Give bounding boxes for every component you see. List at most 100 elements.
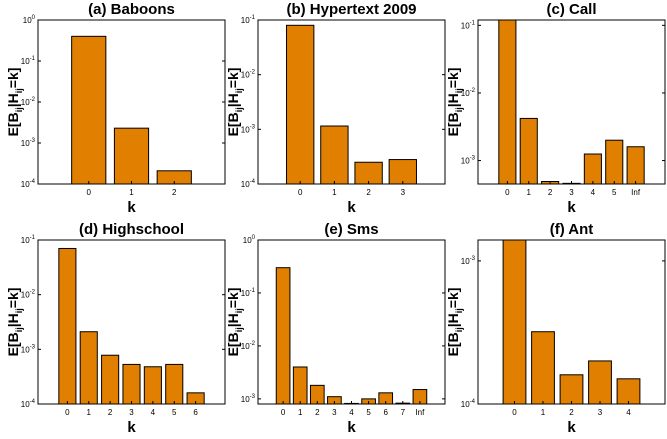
x-tick-label: 1 — [87, 408, 92, 417]
bar-0 — [502, 239, 527, 405]
y-axis-label: E[Bij|Hij=k] — [5, 288, 24, 357]
chart-panel-3: (d) Highschool 0 1 2 3 4 5 6 10-4 10-3 10-2 10-1 k E[… — [5, 221, 226, 436]
x-tick-label: 2 — [172, 188, 177, 197]
axes-box — [477, 239, 666, 405]
x-tick-label: 6 — [193, 408, 198, 417]
bar-1 — [531, 331, 555, 405]
x-tick-label: 4 — [151, 408, 156, 417]
bar-0 — [71, 35, 107, 185]
bar-3 — [388, 159, 417, 185]
x-tick-label: 0 — [87, 188, 92, 197]
x-tick-label: 0 — [505, 188, 510, 197]
x-tick-label: 2 — [315, 408, 320, 417]
bar-4 — [143, 366, 162, 405]
chart-panel-5: (f) Ant 0 1 2 3 4 10-4 10-3 k E[Bij|Hij=k] — [445, 221, 666, 436]
y-tick-label: 10-2 — [21, 290, 36, 300]
x-tick-label: 3 — [332, 408, 337, 417]
panel-title: (a) Baboons — [88, 1, 175, 18]
bar-0 — [498, 19, 517, 185]
bar-2 — [101, 354, 120, 405]
bar-4 — [616, 378, 641, 405]
x-tick-label: 4 — [349, 408, 354, 417]
bar-1 — [292, 366, 308, 405]
x-tick-label: 2 — [108, 408, 113, 417]
y-tick-label: 10-3 — [461, 156, 476, 166]
panel-title: (f) Ant — [550, 221, 594, 238]
y-axis-label: E[Bij|Hij=k] — [445, 288, 464, 357]
bar-4 — [583, 153, 602, 185]
bar-2 — [559, 374, 584, 405]
y-tick-label: 10-1 — [461, 20, 476, 30]
x-tick-label: 2 — [548, 188, 553, 197]
bar-0 — [286, 24, 315, 185]
x-axis-label: k — [127, 419, 136, 436]
bar-1 — [113, 127, 150, 185]
y-tick-label: 10-1 — [241, 288, 256, 298]
bar-3 — [122, 363, 141, 405]
x-tick-label: 5 — [172, 408, 177, 417]
y-tick-label: 10-3 — [241, 394, 256, 404]
y-axis-label: E[Bij|Hij=k] — [225, 288, 244, 357]
y-tick-label: 10-4 — [21, 179, 36, 189]
x-axis-label: k — [347, 199, 356, 216]
x-tick-label: 2 — [366, 188, 371, 197]
chart-panel-4: (e) Sms 0 1 2 3 4 5 6 7 Inf 10-3 10-2 10-1 100 k E[Bij|… — [225, 221, 446, 436]
chart-panel-1: (b) Hypertext 2009 0 1 2 3 10-4 10-3 10-2 10-1 k E… — [225, 1, 446, 216]
y-tick-label: 10-1 — [21, 56, 36, 66]
x-tick-label: 7 — [401, 408, 406, 417]
axes-box — [477, 19, 666, 185]
bar-5 — [165, 363, 184, 405]
x-axis-label: k — [127, 199, 136, 216]
x-tick-label: 0 — [281, 408, 286, 417]
y-axis-label: E[Bij|Hij=k] — [225, 68, 244, 137]
x-tick-label: 0 — [298, 188, 303, 197]
bar-3 — [588, 360, 612, 405]
y-axis-label: E[Bij|Hij=k] — [445, 68, 464, 137]
axes-box — [37, 239, 226, 405]
y-tick-label: 10-3 — [21, 344, 36, 354]
axes-box — [257, 19, 446, 185]
x-tick-label: 1 — [332, 188, 337, 197]
x-tick-label: 3 — [401, 188, 406, 197]
x-tick-label: 5 — [612, 188, 617, 197]
y-tick-label: 10-3 — [241, 124, 256, 134]
x-tick-label: 3 — [129, 408, 134, 417]
x-tick-label: 3 — [598, 408, 603, 417]
y-axis-label: E[Bij|Hij=k] — [5, 68, 24, 137]
x-tick-label: 0 — [512, 408, 517, 417]
bar-0 — [58, 247, 77, 405]
y-tick-label: 10-4 — [241, 179, 256, 189]
y-tick-label: 10-3 — [21, 138, 36, 148]
x-tick-label: 4 — [591, 188, 596, 197]
bar-1 — [519, 117, 538, 185]
y-tick-label: 100 — [243, 235, 256, 245]
bar-0 — [275, 267, 291, 405]
x-tick-label: 1 — [541, 408, 546, 417]
x-tick-label: 2 — [569, 408, 574, 417]
y-tick-label: 100 — [23, 15, 36, 25]
panel-title: (b) Hypertext 2009 — [286, 1, 416, 18]
y-tick-label: 10-4 — [21, 399, 36, 409]
bar-1 — [320, 125, 349, 185]
x-tick-label: 1 — [129, 188, 134, 197]
x-tick-label: 1 — [527, 188, 532, 197]
x-tick-label: 3 — [569, 188, 574, 197]
x-tick-label: Inf — [631, 188, 641, 197]
x-tick-label: 1 — [298, 408, 303, 417]
y-tick-label: 10-1 — [21, 235, 36, 245]
axes-box — [257, 239, 446, 405]
chart-panel-0: (a) Baboons 0 1 2 10-4 10-3 10-2 10-1 100 k E[Bij|… — [5, 1, 226, 216]
y-tick-label: 10-2 — [241, 70, 256, 80]
chart-panel-2: (c) Call 0 1 2 3 4 5 Inf 10-3 10-2 10-1 k E[Bij|Hij=… — [445, 1, 666, 216]
y-tick-label: 10-3 — [461, 256, 476, 266]
panel-title: (d) Highschool — [79, 221, 184, 238]
x-tick-label: 0 — [65, 408, 70, 417]
x-tick-label: Inf — [415, 408, 425, 417]
bar-2 — [354, 161, 383, 185]
bar-Inf — [626, 146, 645, 185]
panel-title: (e) Sms — [324, 221, 378, 238]
y-tick-label: 10-4 — [461, 399, 476, 409]
bar-5 — [605, 139, 624, 185]
x-axis-label: k — [567, 419, 576, 436]
